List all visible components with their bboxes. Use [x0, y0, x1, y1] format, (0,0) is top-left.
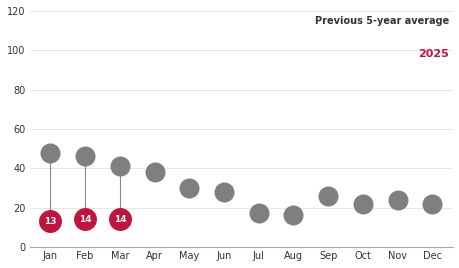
- Point: [428, 202, 435, 206]
- Point: [289, 213, 297, 218]
- Point: [81, 217, 89, 222]
- Point: [47, 219, 54, 224]
- Point: [151, 170, 158, 174]
- Point: [116, 217, 123, 222]
- Point: [358, 202, 366, 206]
- Text: 2025: 2025: [417, 49, 448, 59]
- Point: [324, 193, 331, 198]
- Point: [116, 164, 123, 168]
- Point: [47, 150, 54, 155]
- Point: [81, 154, 89, 159]
- Text: 14: 14: [113, 215, 126, 224]
- Point: [185, 186, 192, 190]
- Point: [254, 211, 262, 216]
- Text: 14: 14: [78, 215, 91, 224]
- Text: 13: 13: [44, 217, 56, 226]
- Text: Previous 5-year average: Previous 5-year average: [314, 16, 448, 26]
- Point: [393, 198, 400, 202]
- Point: [220, 190, 227, 194]
